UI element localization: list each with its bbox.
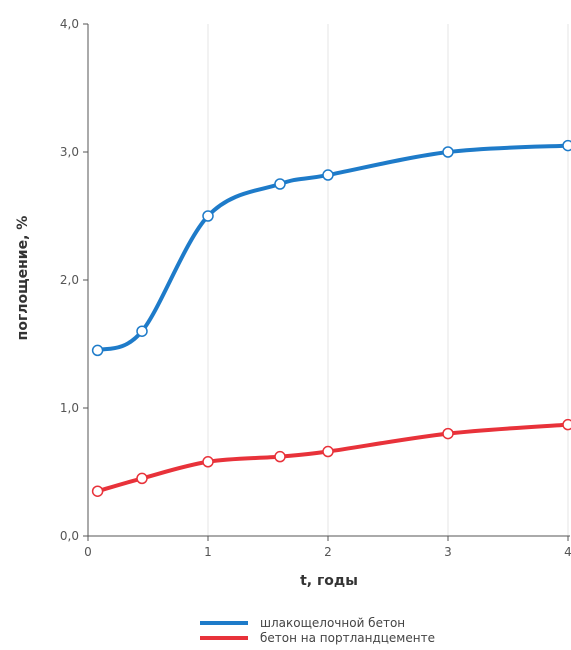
y-tick-label: 0,0 [60, 529, 79, 543]
series-line-portland-concrete [95, 422, 570, 494]
data-point-slag-concrete [136, 325, 148, 337]
series-points [91, 139, 571, 497]
legend-label-portland-concrete: бетон на портландцементе [260, 631, 435, 645]
data-point-portland-concrete [91, 485, 104, 497]
y-tick-label: 4,0 [60, 17, 79, 31]
x-axis-label: t, годы [300, 573, 358, 589]
y-tick-labels: 0,0 1,0 2,0 3,0 4,0 [60, 17, 79, 543]
y-tick-label: 2,0 [60, 273, 79, 287]
x-tick-label: 3 [444, 545, 452, 559]
x-tick-label: 0 [84, 545, 92, 559]
legend: шлакощелочной бетон бетон на портландцем… [200, 616, 435, 645]
data-point-portland-concrete [202, 456, 214, 468]
data-point-slag-concrete [562, 139, 571, 152]
y-axis-label: поглощение, % [15, 216, 31, 341]
x-tick-label: 2 [324, 545, 332, 559]
axes [83, 23, 570, 541]
series-lines [95, 143, 570, 494]
data-point-portland-concrete [322, 445, 334, 458]
x-tick-label: 1 [204, 545, 212, 559]
data-point-slag-concrete [442, 146, 454, 158]
data-point-portland-concrete [442, 427, 454, 440]
data-point-portland-concrete [136, 472, 148, 485]
x-tick-labels: 0 1 2 3 4 [84, 545, 571, 559]
x-tick-label: 4 [564, 545, 571, 559]
data-point-portland-concrete [562, 418, 571, 431]
y-tick-label: 1,0 [60, 401, 79, 415]
data-point-slag-concrete [91, 344, 104, 357]
data-point-slag-concrete [322, 169, 334, 181]
data-point-slag-concrete [202, 210, 214, 222]
data-point-slag-concrete [274, 178, 286, 190]
data-point-portland-concrete [274, 450, 286, 463]
legend-label-slag-concrete: шлакощелочной бетон [260, 616, 405, 630]
y-tick-label: 3,0 [60, 145, 79, 159]
